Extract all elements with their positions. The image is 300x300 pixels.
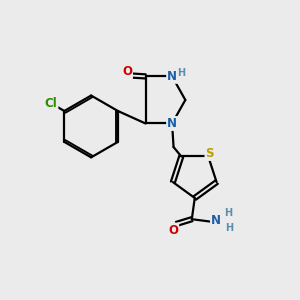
Text: H: H bbox=[177, 68, 186, 78]
Text: N: N bbox=[167, 70, 177, 83]
Text: N: N bbox=[167, 117, 177, 130]
Text: N: N bbox=[211, 214, 221, 227]
Text: O: O bbox=[168, 224, 178, 237]
Text: O: O bbox=[122, 65, 132, 78]
Text: H: H bbox=[224, 208, 232, 218]
Text: S: S bbox=[206, 147, 214, 160]
Text: H: H bbox=[225, 223, 233, 233]
Text: Cl: Cl bbox=[45, 97, 58, 110]
